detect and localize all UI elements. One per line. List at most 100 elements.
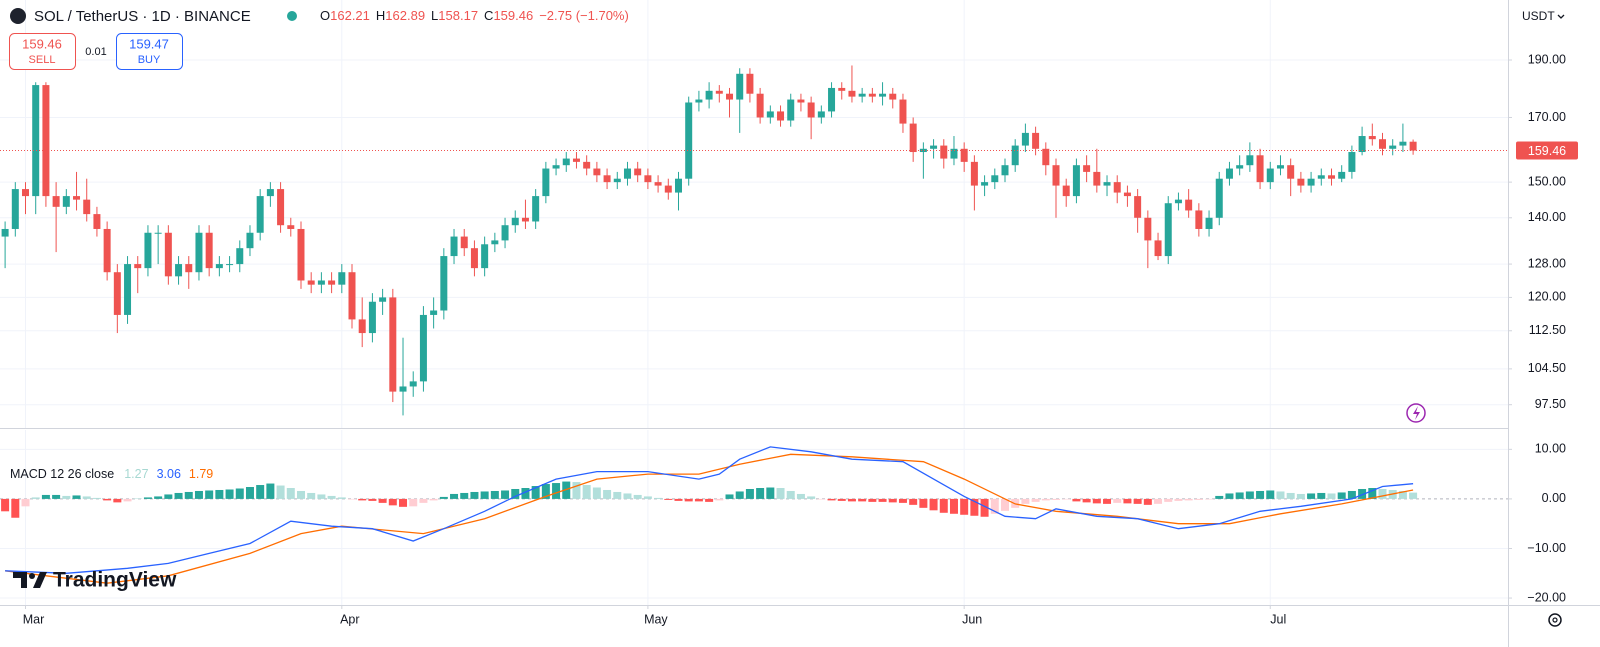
buy-price[interactable]: 159.47	[129, 36, 169, 51]
y-tick-label: 170.00	[1528, 110, 1566, 124]
histogram-bar	[113, 498, 122, 503]
candle-body	[491, 240, 499, 245]
last-price-tag	[1516, 141, 1578, 160]
logo-text: TradingView	[53, 569, 177, 592]
candle-body	[1297, 178, 1305, 186]
candle-body	[1379, 139, 1387, 149]
histogram-bar	[1113, 498, 1122, 503]
histogram-bar	[470, 491, 479, 499]
candle-body	[858, 93, 866, 97]
histogram-bar	[960, 498, 969, 515]
candle-body	[654, 182, 662, 186]
histogram-bar	[174, 492, 183, 499]
candle-body	[1144, 217, 1152, 241]
candle-body	[532, 196, 540, 222]
y2-tick-label: −20.00	[1527, 590, 1566, 604]
settings-icon[interactable]	[1548, 613, 1562, 627]
histogram-bar	[756, 488, 765, 499]
candle-body	[93, 214, 101, 229]
histogram-bar	[858, 498, 867, 502]
candle-body	[52, 196, 60, 207]
histogram-bar	[184, 491, 193, 499]
histogram-bar	[490, 490, 499, 499]
candle-body	[348, 272, 356, 320]
c-value: 159.46	[493, 8, 533, 23]
x-tick-label: Jun	[962, 612, 982, 626]
candle-body	[909, 123, 917, 153]
histogram-bar	[450, 493, 459, 499]
histogram-bar	[684, 498, 693, 502]
candle-body	[124, 264, 132, 315]
histogram-bar	[654, 497, 663, 499]
candle-body	[623, 168, 631, 179]
histogram-bar	[552, 483, 561, 499]
histogram-bar	[1092, 498, 1101, 504]
currency-selector[interactable]: USDT	[1522, 9, 1555, 23]
histogram-bar	[1215, 495, 1224, 499]
y2-tick-label: 0.00	[1542, 491, 1566, 505]
histogram-bar	[1082, 498, 1091, 503]
histogram-bar	[1337, 492, 1346, 499]
histogram-bar	[623, 493, 632, 499]
macd-title: MACD 12 26 close	[10, 467, 114, 481]
candle-body	[746, 73, 754, 94]
settings-icon-center[interactable]	[1552, 617, 1558, 623]
sell-price[interactable]: 159.46	[22, 36, 62, 51]
symbol-title[interactable]: SOL / TetherUS · 1D · BINANCE	[34, 8, 251, 25]
histogram-bar	[786, 490, 795, 499]
sell-button[interactable]	[9, 33, 76, 70]
alert-bolt[interactable]	[1413, 406, 1420, 420]
histogram-bar	[62, 495, 71, 499]
histogram-bar	[939, 498, 948, 513]
candle-body	[828, 87, 836, 112]
histogram-bar	[378, 498, 387, 503]
currency-caret[interactable]	[1557, 14, 1565, 19]
histogram-bar	[633, 494, 642, 499]
candle-body	[511, 217, 519, 226]
candle-body	[1389, 145, 1397, 149]
histogram-bar	[133, 498, 142, 499]
alert-icon[interactable]	[1406, 403, 1426, 423]
histogram-bar	[21, 498, 30, 507]
y-tick-label: 128.00	[1528, 256, 1566, 270]
histogram-bar	[82, 496, 91, 499]
histogram-bar	[409, 498, 418, 507]
y-tick-label: 150.00	[1528, 174, 1566, 188]
histogram-bar	[827, 498, 836, 501]
candle-body	[1001, 165, 1009, 176]
histogram-bar	[1143, 498, 1152, 505]
market-status[interactable]	[287, 11, 297, 21]
histogram-bar	[388, 498, 397, 506]
candle-body	[797, 99, 805, 103]
y-tick-label: 190.00	[1528, 52, 1566, 66]
candle-body	[981, 182, 989, 186]
candle-body	[419, 314, 427, 382]
candle-body	[1276, 165, 1284, 169]
histogram-bar	[429, 498, 438, 501]
histogram-bar	[205, 490, 214, 499]
candle-body	[1338, 171, 1346, 179]
sell-label[interactable]: SELL	[29, 54, 56, 66]
candle-body	[674, 178, 682, 193]
histogram-bar	[296, 490, 305, 499]
candle-body	[1113, 182, 1121, 193]
logo[interactable]: TradingView	[13, 569, 177, 592]
histogram-bar	[572, 482, 581, 499]
histogram-bar	[511, 488, 520, 499]
histogram-bar	[909, 498, 918, 505]
ohlc-readout: O162.21 H162.89 L158.17 C159.46 −2.75 (−1.70…	[320, 8, 629, 23]
candle-body	[62, 196, 70, 207]
histogram-bar	[1347, 490, 1356, 499]
candle-body	[736, 73, 744, 100]
histogram-bar	[847, 498, 856, 502]
histogram-bar	[439, 496, 448, 499]
histogram-bar	[980, 498, 989, 517]
histogram-bar	[194, 490, 203, 499]
candle-body	[501, 225, 509, 241]
histogram-bar	[123, 498, 132, 502]
buy-label[interactable]: BUY	[138, 54, 161, 66]
candle-body	[777, 111, 785, 121]
buy-button[interactable]	[116, 33, 183, 70]
candle-body	[103, 228, 111, 273]
candle-body	[919, 148, 927, 153]
